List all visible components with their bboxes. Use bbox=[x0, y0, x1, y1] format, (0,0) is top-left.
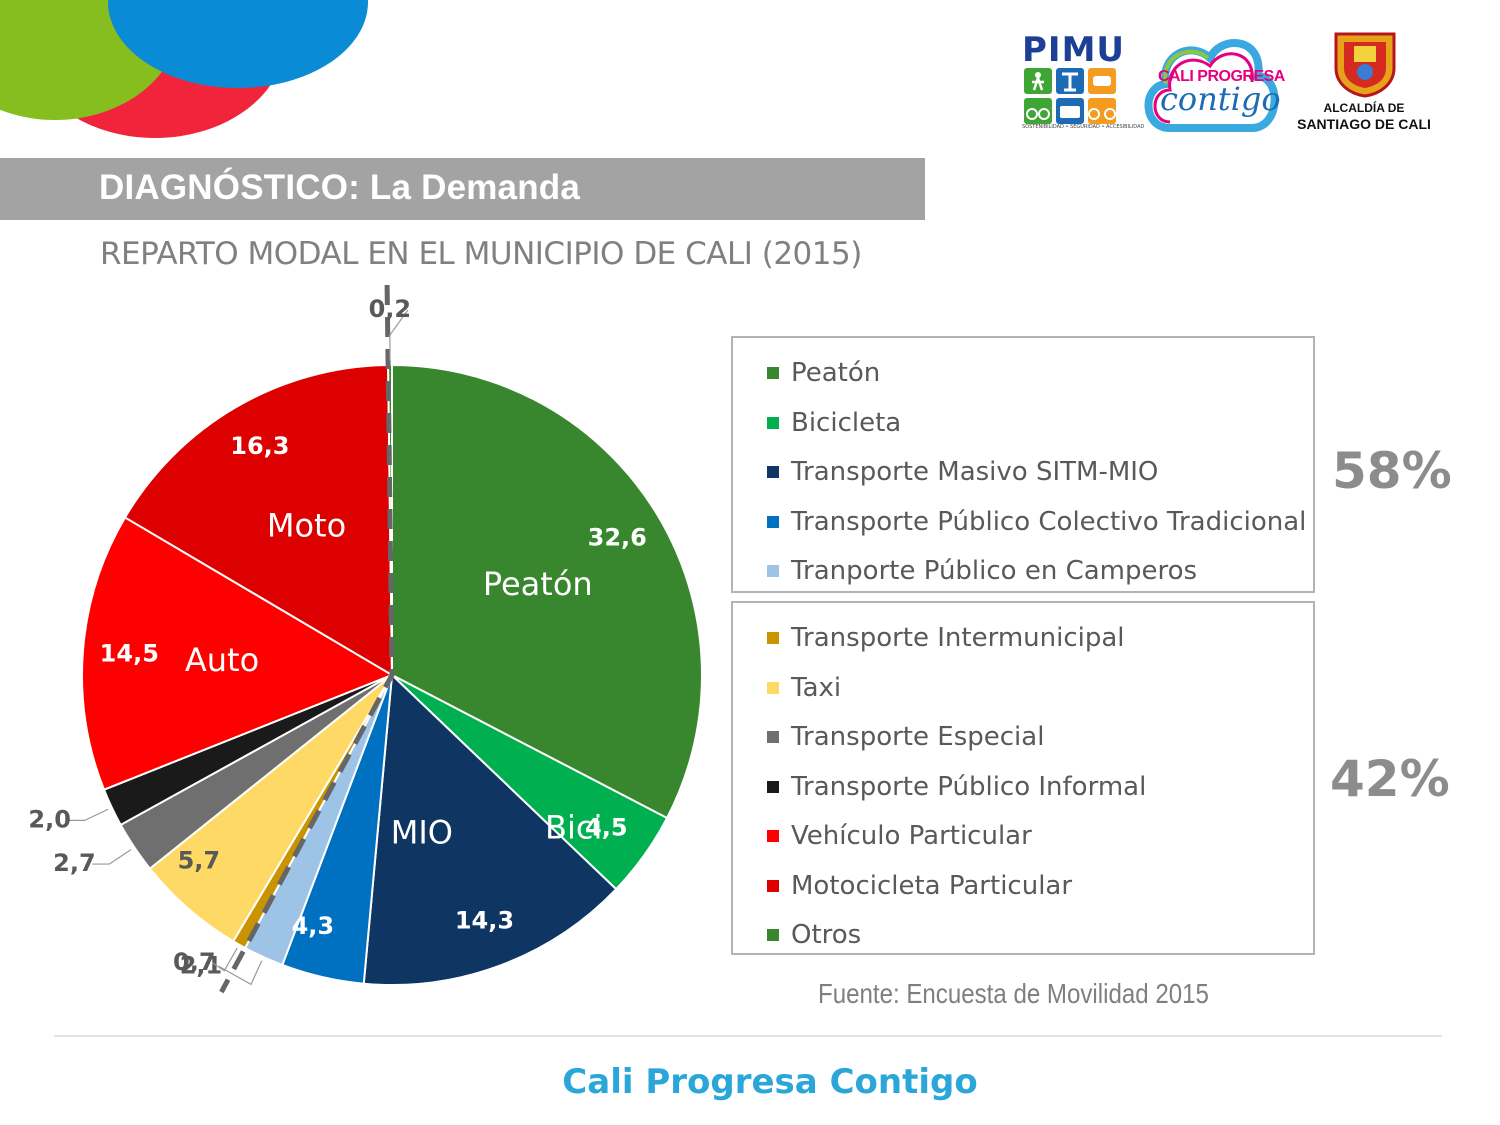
group-1-percent: 58% bbox=[1332, 442, 1452, 500]
cali-logo-line2: contigo bbox=[1160, 80, 1281, 118]
value-label-transporte-intermunicipal: 0,7 bbox=[173, 948, 216, 976]
value-label-transporte-publico-informal: 2,0 bbox=[28, 805, 71, 833]
legend-swatch bbox=[767, 515, 779, 528]
pimu-logo-icon bbox=[1024, 68, 1116, 124]
decorative-shapes bbox=[0, 0, 368, 138]
cali-progresa-logo bbox=[1144, 39, 1279, 132]
source-note: Fuente: Encuesta de Movilidad 2015 bbox=[818, 978, 1209, 1009]
value-label-peaton: 32,6 bbox=[588, 523, 647, 551]
legend-swatch bbox=[767, 681, 779, 694]
legend-swatch bbox=[767, 830, 779, 842]
coat-of-arms-icon bbox=[1334, 32, 1396, 98]
legend-group-1: Peatón Bicicleta Transporte Masivo SITM-MI… bbox=[731, 336, 1315, 593]
legend-label: Taxi bbox=[791, 672, 842, 703]
legend-label: Tranporte Público en Camperos bbox=[791, 556, 1198, 586]
category-label-bici: Bici bbox=[545, 808, 602, 846]
value-label-bicicleta: 4,5 bbox=[585, 813, 628, 841]
leader-line bbox=[92, 849, 132, 865]
category-label-moto: Moto bbox=[267, 506, 346, 544]
value-label-transporte-publico-colectivo-tradicional: 4,3 bbox=[292, 912, 335, 940]
legend-label: Bicicleta bbox=[791, 407, 902, 438]
cali-logo-line1: CALI PROGRESA bbox=[1158, 68, 1285, 85]
legend-swatch bbox=[767, 565, 779, 577]
legend-label: Transporte Especial bbox=[791, 722, 1045, 752]
legend-item-transporte-publico-colectivo-tradicional: Transporte Público Colectivo Tradicional bbox=[767, 507, 1306, 537]
leader-line bbox=[218, 960, 263, 986]
leader-line bbox=[211, 947, 238, 972]
leader-line bbox=[67, 808, 109, 821]
category-label-auto: Auto bbox=[185, 641, 259, 679]
footer-brand: Cali Progresa Contigo bbox=[562, 1062, 978, 1102]
footer-divider bbox=[54, 1035, 1442, 1037]
legend-swatch bbox=[767, 780, 779, 793]
pimu-caption: SOSTENIBILIDAD • SEGURIDAD • ACCESIBILID… bbox=[1022, 124, 1145, 130]
legend-label: Transporte Intermunicipal bbox=[791, 623, 1125, 653]
legend-item-taxi: Taxi bbox=[767, 673, 841, 703]
legend-label: Transporte Masivo SITM-MIO bbox=[791, 457, 1159, 487]
legend-label: Motocicleta Particular bbox=[791, 870, 1073, 901]
legend-swatch bbox=[767, 632, 779, 644]
legend-label: Transporte Público Colectivo Tradicional bbox=[791, 506, 1307, 537]
legend-label: Vehículo Particular bbox=[791, 821, 1032, 851]
category-label-peaton: Peatón bbox=[483, 565, 593, 603]
legend-item-peaton: Peatón bbox=[767, 358, 880, 388]
pimu-logo-text: PIMU bbox=[1022, 30, 1126, 70]
page-title: DIAGNÓSTICO: La Demanda bbox=[99, 168, 581, 207]
pie-slice-vehiculo-particular bbox=[81, 516, 395, 791]
value-label-vehiculo-particular: 14,5 bbox=[100, 640, 159, 668]
legend-item-transporte-intermunicipal: Transporte Intermunicipal bbox=[767, 623, 1125, 653]
group-divider-line bbox=[219, 284, 395, 994]
alcaldia-line1: ALCALDÍA DE bbox=[1323, 101, 1405, 115]
legend-item-transporte-masivo-sitm-mio: Transporte Masivo SITM-MIO bbox=[767, 457, 1158, 487]
legend-label: Otros bbox=[791, 920, 862, 950]
legend-swatch bbox=[767, 367, 779, 379]
alcaldia-line2: SANTIAGO DE CALI bbox=[1297, 116, 1431, 132]
pie-slice-peaton bbox=[391, 363, 703, 820]
legend-group-2: Transporte Intermunicipal Taxi Transporte … bbox=[731, 601, 1315, 955]
legend-item-tranporte-publico-en-camperos: Tranporte Público en Camperos bbox=[767, 556, 1197, 586]
legend-item-transporte-especial: Transporte Especial bbox=[767, 722, 1044, 752]
pie-slice-motocicleta-particular bbox=[123, 364, 394, 677]
legend-item-motocicleta-particular: Motocicleta Particular bbox=[767, 871, 1072, 901]
legend-label: Peatón bbox=[791, 358, 881, 388]
value-label-transporte-masivo-sitm-mio: 14,3 bbox=[455, 907, 514, 935]
legend-swatch bbox=[767, 879, 779, 892]
legend-item-bicicleta: Bicicleta bbox=[767, 408, 901, 438]
legend-label: Transporte Público Informal bbox=[791, 771, 1147, 802]
legend-item-vehiculo-particular: Vehículo Particular bbox=[767, 821, 1032, 851]
legend-item-otros: Otros bbox=[767, 920, 861, 950]
value-label-taxi: 5,7 bbox=[178, 847, 221, 875]
modal-split-pie-chart: 32,6Peatón4,5Bici14,3MIO4,32,10,75,72,72… bbox=[28, 284, 703, 994]
legend-swatch bbox=[767, 466, 779, 478]
category-label-mio: MIO bbox=[391, 814, 453, 852]
value-label-otros: 0,2 bbox=[369, 295, 412, 323]
leader-line bbox=[389, 309, 409, 362]
legend-swatch bbox=[767, 731, 779, 743]
pie-slice-transporte-masivo-sitm-mio bbox=[362, 672, 618, 986]
legend-swatch bbox=[767, 929, 779, 941]
value-label-motocicleta-particular: 16,3 bbox=[230, 432, 289, 460]
legend-item-transporte-publico-informal: Transporte Público Informal bbox=[767, 772, 1146, 802]
group-2-percent: 42% bbox=[1330, 750, 1450, 808]
blue-blob bbox=[108, 0, 368, 88]
chart-subtitle: REPARTO MODAL EN EL MUNICIPIO DE CALI (2… bbox=[100, 236, 862, 272]
header-bar bbox=[0, 158, 925, 220]
legend-swatch bbox=[767, 416, 779, 429]
value-label-transporte-especial: 2,7 bbox=[53, 849, 96, 877]
